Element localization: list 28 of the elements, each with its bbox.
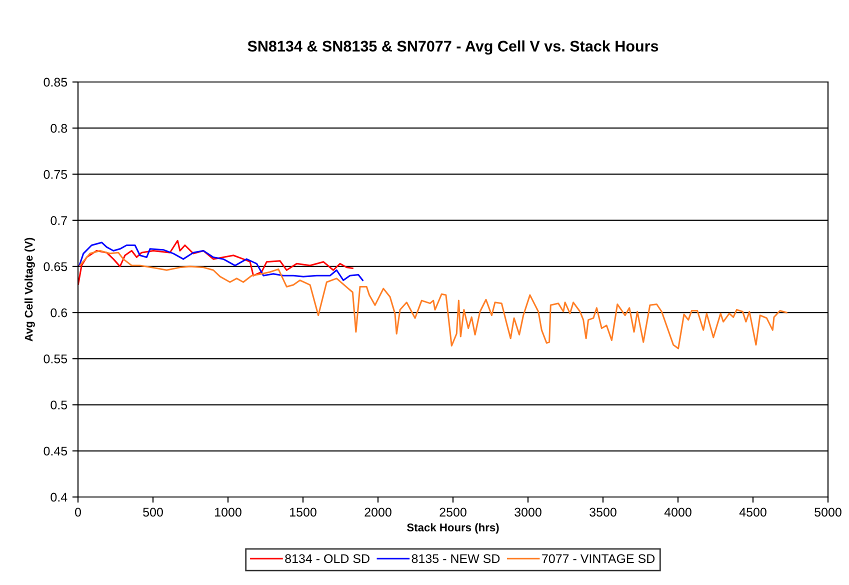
y-tick-label: 0.85 xyxy=(44,78,68,87)
x-tick-label: 0 xyxy=(75,508,81,517)
x-tick-label: 2000 xyxy=(364,508,392,517)
x-axis-title: Stack Hours (hrs) xyxy=(407,523,499,534)
y-tick-label: 0.7 xyxy=(50,216,67,225)
y-tick-label: 0.8 xyxy=(50,124,68,133)
y-tick-label: 0.45 xyxy=(44,446,68,456)
line-series xyxy=(79,250,788,350)
x-tick-label: 1500 xyxy=(290,508,316,517)
y-tick-label: 0.4 xyxy=(50,492,68,502)
chart-title: SN8134 & SN8135 & SN7077 - Avg Cell V vs. Stack Hours xyxy=(248,40,658,55)
y-tick-label: 0.55 xyxy=(44,354,68,364)
x-tick-label: 3500 xyxy=(590,508,616,517)
y-tick-label: 0.6 xyxy=(50,308,68,318)
y-axis-title: Avg Cell Voltage (V) xyxy=(24,238,35,342)
y-tick-label: 0.5 xyxy=(50,400,68,410)
x-tick-label: 2500 xyxy=(440,508,466,517)
x-tick-label: 5000 xyxy=(814,508,842,517)
x-tick-label: 1000 xyxy=(215,508,242,517)
x-tick-label: 4000 xyxy=(664,508,692,517)
y-tick-label: 0.65 xyxy=(44,262,68,272)
x-tick-label: 500 xyxy=(143,508,163,517)
y-tick-label: 0.75 xyxy=(44,170,68,179)
x-tick-label: 4500 xyxy=(739,508,766,517)
legend-label: 8134 - OLD SD xyxy=(285,554,370,564)
legend-label: 8135 - NEW SD xyxy=(412,554,500,564)
legend-label: 7077 - VINTAGE SD xyxy=(542,554,655,564)
x-tick-label: 3000 xyxy=(514,508,542,517)
